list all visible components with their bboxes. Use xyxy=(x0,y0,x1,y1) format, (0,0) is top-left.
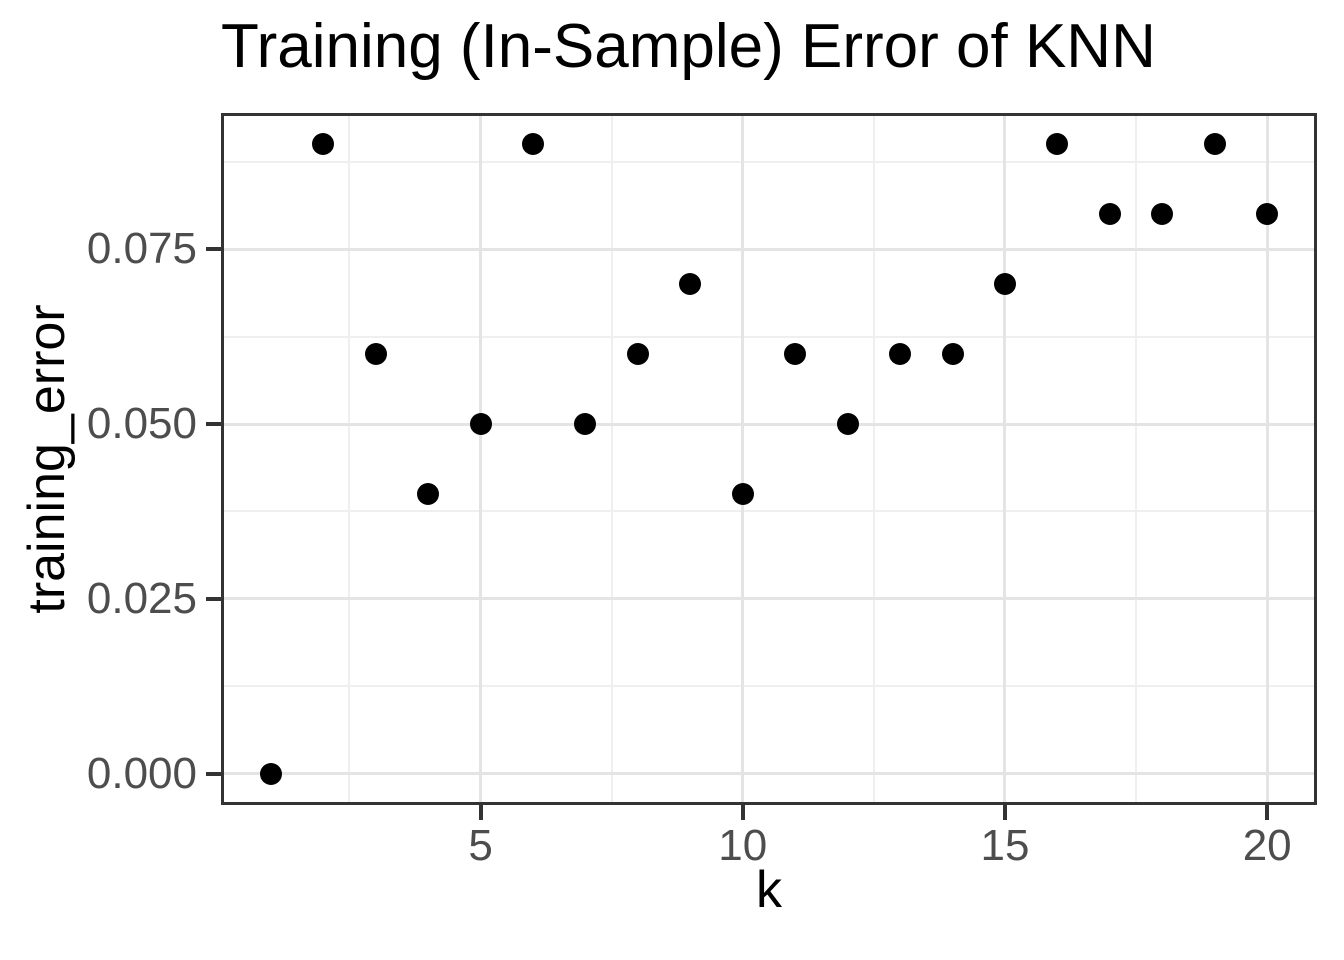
x-tick-mark xyxy=(478,805,483,820)
gridline-minor-x xyxy=(1135,113,1138,805)
plot-title: Training (In-Sample) Error of KNN xyxy=(221,12,1156,81)
data-point xyxy=(417,482,440,505)
gridline-major-x xyxy=(1265,113,1269,805)
data-point xyxy=(574,413,597,436)
gridline-major-y xyxy=(221,247,1317,251)
gridline-major-y xyxy=(221,422,1317,426)
x-tick-label: 15 xyxy=(980,821,1030,870)
x-tick-label: 10 xyxy=(718,821,768,870)
gridline-minor-y xyxy=(221,510,1317,513)
y-tick-label: 0.075 xyxy=(86,224,197,274)
x-tick-label: 20 xyxy=(1242,821,1292,870)
gridline-major-y xyxy=(221,772,1317,776)
data-point xyxy=(941,343,964,366)
gridline-major-x xyxy=(479,113,483,805)
y-tick-label: 0.025 xyxy=(86,573,197,623)
data-point xyxy=(1151,203,1174,226)
gridline-minor-y xyxy=(221,160,1317,163)
gridline-major-x xyxy=(1003,113,1007,805)
data-point xyxy=(993,273,1016,296)
data-point xyxy=(469,413,492,436)
data-point xyxy=(784,343,807,366)
gridline-minor-x xyxy=(610,113,613,805)
data-point xyxy=(522,133,545,156)
gridline-minor-y xyxy=(221,335,1317,338)
gridline-minor-y xyxy=(221,685,1317,688)
data-point xyxy=(259,762,282,785)
data-point xyxy=(1098,203,1121,226)
y-tick-mark xyxy=(206,771,221,776)
x-tick-mark xyxy=(740,805,745,820)
gridline-minor-x xyxy=(872,113,875,805)
x-axis-title: k xyxy=(756,861,782,919)
gridline-minor-x xyxy=(348,113,351,805)
data-point xyxy=(1046,133,1069,156)
y-tick-mark xyxy=(206,247,221,252)
data-point xyxy=(679,273,702,296)
y-tick-label: 0.050 xyxy=(86,399,197,449)
gridline-major-x xyxy=(741,113,745,805)
data-point xyxy=(836,413,859,436)
data-point xyxy=(1256,203,1279,226)
y-axis-title: training_error xyxy=(18,304,76,614)
y-tick-label: 0.000 xyxy=(86,748,197,798)
plot-panel xyxy=(221,113,1317,805)
data-point xyxy=(1203,133,1226,156)
data-point xyxy=(626,343,649,366)
x-tick-mark xyxy=(1265,805,1270,820)
data-point xyxy=(731,482,754,505)
gridline-major-y xyxy=(221,597,1317,601)
data-point xyxy=(312,133,335,156)
x-tick-label: 5 xyxy=(468,821,493,870)
x-tick-mark xyxy=(1002,805,1007,820)
y-tick-mark xyxy=(206,596,221,601)
data-point xyxy=(364,343,387,366)
y-tick-mark xyxy=(206,422,221,427)
data-point xyxy=(889,343,912,366)
